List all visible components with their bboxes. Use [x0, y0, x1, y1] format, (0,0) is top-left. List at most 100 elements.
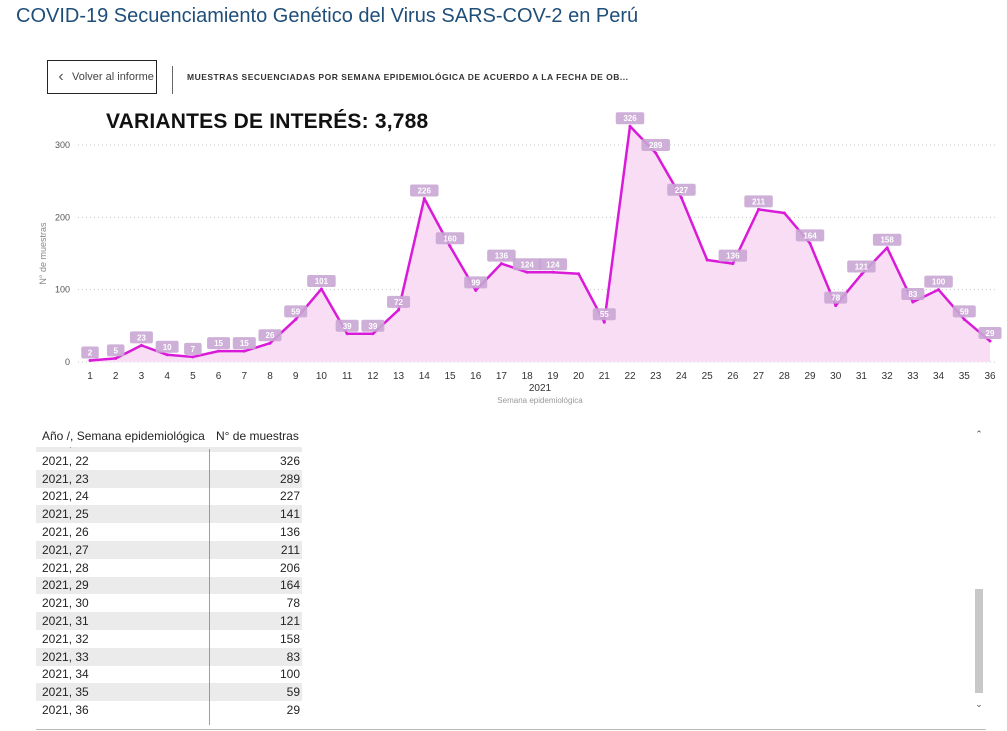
- data-point: [165, 353, 169, 357]
- data-label-bg: [307, 274, 336, 287]
- data-label: 23: [137, 333, 146, 342]
- data-point: [525, 270, 529, 274]
- y-tick-label: 100: [55, 285, 70, 295]
- data-label-bg: [512, 258, 542, 271]
- data-label-bg: [924, 275, 953, 288]
- table-cell-week: 2021, 25: [42, 507, 89, 522]
- header-divider: [172, 66, 173, 94]
- data-label-bg: [410, 184, 439, 197]
- data-label-bg: [335, 319, 359, 332]
- table-row[interactable]: 2021, 24 227: [36, 488, 302, 506]
- scrollbar-thumb[interactable]: [975, 589, 983, 693]
- data-point: [602, 320, 606, 324]
- back-to-report-button[interactable]: ‹ Volver al informe: [47, 60, 157, 94]
- x-tick-label: 27: [753, 371, 765, 382]
- data-label-bg: [872, 233, 902, 246]
- x-tick-label: 7: [242, 371, 248, 382]
- table-row[interactable]: 2021, 32 158: [36, 630, 302, 648]
- table-cell-count: 158: [279, 631, 300, 646]
- data-label-bg: [487, 249, 516, 262]
- table-cell-count: 141: [279, 507, 300, 522]
- table-cell-count: 289: [279, 471, 300, 486]
- x-tick-label: 8: [267, 371, 273, 382]
- data-label-bg: [592, 308, 616, 321]
- data-label: 164: [803, 231, 817, 240]
- x-tick-label: 4: [164, 371, 170, 382]
- table-cell-week: 2021, 28: [42, 560, 89, 575]
- table-row[interactable]: 2021, 27 211: [36, 540, 302, 559]
- column-divider: [209, 449, 210, 725]
- data-point: [988, 339, 992, 343]
- data-point: [679, 196, 683, 200]
- table-header-week[interactable]: Año /, Semana epidemiológica: [42, 429, 205, 443]
- data-label: 15: [214, 339, 223, 348]
- data-label-bg: [81, 346, 99, 359]
- table-cell-week: 2021, 31: [42, 614, 89, 629]
- table-cell-week: 2021, 32: [42, 631, 89, 646]
- data-point: [371, 332, 375, 336]
- table-row[interactable]: 2021, 34 100: [36, 666, 302, 684]
- table-row[interactable]: 2021, 35 59: [36, 683, 302, 702]
- data-label-bg: [795, 229, 825, 242]
- data-point: [911, 300, 915, 304]
- table-header-count[interactable]: N° de muestras: [216, 429, 299, 443]
- data-label: 55: [600, 310, 609, 319]
- table-scrollbar[interactable]: ⌃ ⌄: [974, 427, 984, 717]
- area-fill: [90, 126, 990, 362]
- x-tick-label: 35: [959, 371, 971, 382]
- chevron-down-icon[interactable]: ⌄: [975, 699, 983, 709]
- data-label-bg: [667, 183, 696, 196]
- data-label-bg: [129, 331, 153, 344]
- table-row[interactable]: 2021, 29 164: [36, 576, 302, 595]
- table-cell-count: 211: [280, 542, 300, 557]
- x-tick-label: 6: [216, 371, 222, 382]
- x-tick-label: 20: [573, 371, 585, 382]
- table-row[interactable]: 2021, 31 121: [36, 612, 302, 630]
- data-label: 78: [831, 294, 840, 303]
- table-row[interactable]: 2021, 36 29: [36, 701, 302, 719]
- data-label-bg: [824, 291, 848, 304]
- table-cell-week: 2021, 26: [42, 525, 89, 540]
- data-label-bg: [901, 287, 925, 300]
- x-tick-label: 5: [190, 371, 196, 382]
- table-cell-week: 2021, 35: [42, 685, 89, 700]
- data-label: 158: [880, 236, 894, 245]
- back-button-label: Volver al informe: [72, 71, 154, 83]
- data-point: [345, 332, 349, 336]
- table-row[interactable]: 2021, 26 136: [36, 523, 302, 541]
- table-cell-week: 2021, 22: [42, 453, 89, 468]
- table-cell-count: 29: [286, 703, 300, 718]
- chevron-up-icon[interactable]: ⌃: [975, 429, 983, 439]
- data-point: [705, 258, 709, 262]
- data-label-bg: [847, 260, 876, 273]
- x-tick-label: 18: [522, 371, 534, 382]
- table-cell-week: 2021, 27: [42, 542, 89, 557]
- table-row[interactable]: 2021, 33 83: [36, 647, 302, 666]
- data-point: [654, 151, 658, 155]
- data-label: 10: [163, 343, 172, 352]
- table-row[interactable]: 2021, 23 289: [36, 469, 302, 488]
- data-point: [139, 343, 143, 347]
- data-label-bg: [232, 337, 256, 350]
- data-label: 289: [649, 141, 663, 150]
- table-row[interactable]: 2021, 22 326: [36, 452, 302, 470]
- data-label: 39: [343, 322, 352, 331]
- table-cell-count: 227: [279, 489, 300, 504]
- data-label: 136: [495, 252, 509, 261]
- x-tick-label: 17: [496, 371, 508, 382]
- table-row[interactable]: 2021, 25 141: [36, 505, 302, 524]
- table-row[interactable]: 2021, 30 78: [36, 594, 302, 612]
- data-label-bg: [615, 112, 645, 125]
- data-label-bg: [952, 305, 976, 318]
- x-group-label: 2021: [529, 383, 552, 394]
- table-row[interactable]: 2021, 28 206: [36, 559, 302, 577]
- data-point: [551, 270, 555, 274]
- data-label-bg: [258, 329, 282, 342]
- data-label: 124: [546, 260, 560, 269]
- data-label-bg: [641, 138, 670, 151]
- data-point: [499, 262, 503, 266]
- data-label-bg: [184, 342, 202, 355]
- data-label: 7: [191, 345, 196, 354]
- table-cell-week: 2021, 33: [42, 649, 89, 664]
- table-cell-count: 78: [286, 596, 300, 611]
